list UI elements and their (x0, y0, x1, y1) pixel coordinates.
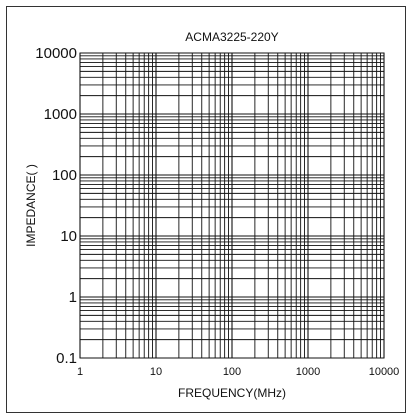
chart-title: ACMA3225-220Y (185, 30, 278, 44)
y-tick-labels: 0.1 1 10 100 1000 10000 (35, 45, 77, 367)
x-tick-label: 10 (150, 366, 162, 378)
y-axis-title: IMPEDANCE( ) (24, 164, 38, 247)
y-tick-label: 10000 (35, 45, 77, 62)
y-tick-label: 10 (60, 228, 77, 245)
vertical-gridlines (79, 53, 385, 358)
x-tick-label: 1000 (296, 366, 320, 378)
x-tick-label: 100 (223, 366, 241, 378)
x-tick-label: 10000 (369, 366, 400, 378)
y-tick-label: 1000 (44, 106, 77, 123)
plot-area-border (79, 52, 385, 359)
x-tick-labels: 1 10 100 1000 10000 (77, 366, 399, 378)
figure-frame: 0.1 1 10 100 1000 10000 1 10 100 1000 10000 ACMA3… (6, 6, 406, 413)
y-tick-label: 0.1 (56, 350, 77, 367)
y-tick-label: 1 (69, 289, 77, 306)
x-tick-label: 1 (77, 366, 83, 378)
y-tick-label: 100 (52, 167, 77, 184)
x-axis-title: FREQUENCY(MHz) (178, 386, 286, 400)
